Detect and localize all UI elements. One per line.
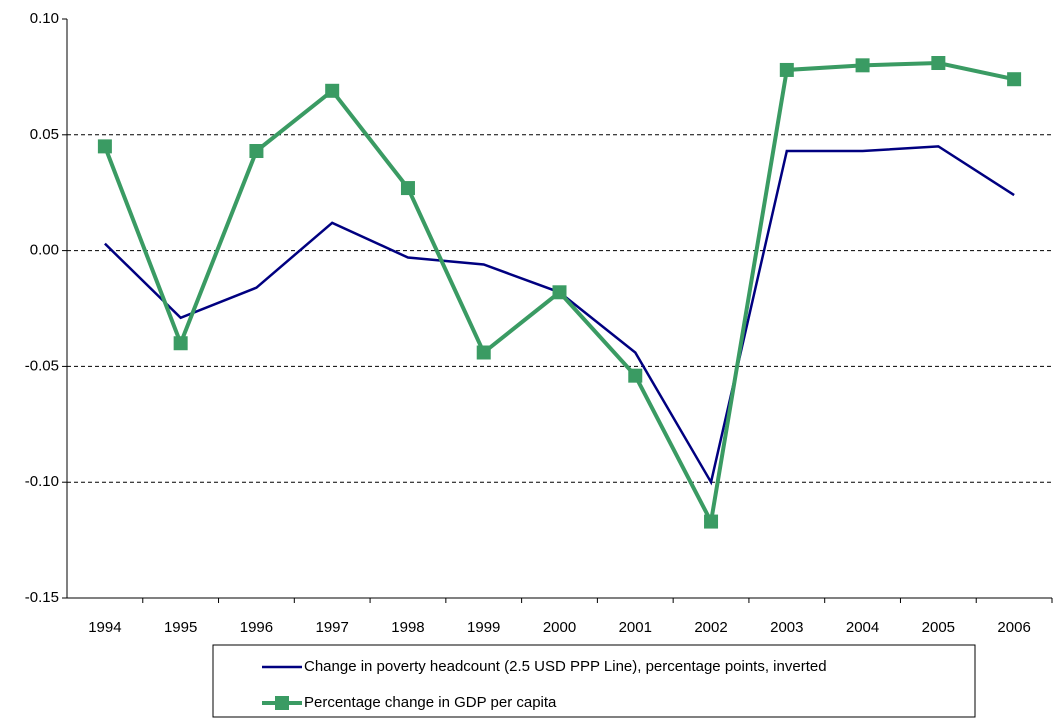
y-tick-label: -0.05 bbox=[25, 357, 59, 374]
marker bbox=[249, 144, 264, 159]
marker bbox=[628, 368, 643, 383]
y-tick-label: -0.15 bbox=[25, 589, 59, 606]
marker bbox=[400, 181, 415, 196]
x-tick-label: 1994 bbox=[88, 619, 121, 636]
x-tick-label: 2003 bbox=[770, 619, 803, 636]
legend-box bbox=[212, 644, 976, 718]
x-tick-label: 2006 bbox=[997, 619, 1030, 636]
x-tick-label: 1995 bbox=[164, 619, 197, 636]
y-tick-label: -0.10 bbox=[25, 473, 59, 490]
x-tick-label: 1998 bbox=[391, 619, 424, 636]
marker bbox=[552, 285, 567, 300]
x-tick-label: 2004 bbox=[846, 619, 879, 636]
marker bbox=[704, 514, 719, 529]
y-tick-label: 0.05 bbox=[30, 126, 59, 143]
legend-label: Percentage change in GDP per capita bbox=[304, 694, 557, 711]
marker bbox=[855, 58, 870, 73]
legend-marker bbox=[275, 696, 289, 710]
marker bbox=[779, 62, 794, 77]
marker bbox=[476, 345, 491, 360]
marker bbox=[325, 83, 340, 98]
marker bbox=[97, 139, 112, 154]
y-tick-label: 0.00 bbox=[30, 242, 59, 259]
x-tick-label: 2005 bbox=[922, 619, 955, 636]
x-tick-label: 2000 bbox=[543, 619, 576, 636]
x-tick-label: 2002 bbox=[694, 619, 727, 636]
marker bbox=[173, 336, 188, 351]
y-tick-label: 0.10 bbox=[30, 10, 59, 27]
marker bbox=[1007, 72, 1022, 87]
x-tick-label: 1997 bbox=[316, 619, 349, 636]
series-line bbox=[104, 145, 1015, 486]
marker bbox=[931, 56, 946, 71]
x-tick-label: 1999 bbox=[467, 619, 500, 636]
x-tick-label: 1996 bbox=[240, 619, 273, 636]
x-tick-label: 2001 bbox=[619, 619, 652, 636]
legend-label: Change in poverty headcount (2.5 USD PPP… bbox=[304, 658, 827, 675]
